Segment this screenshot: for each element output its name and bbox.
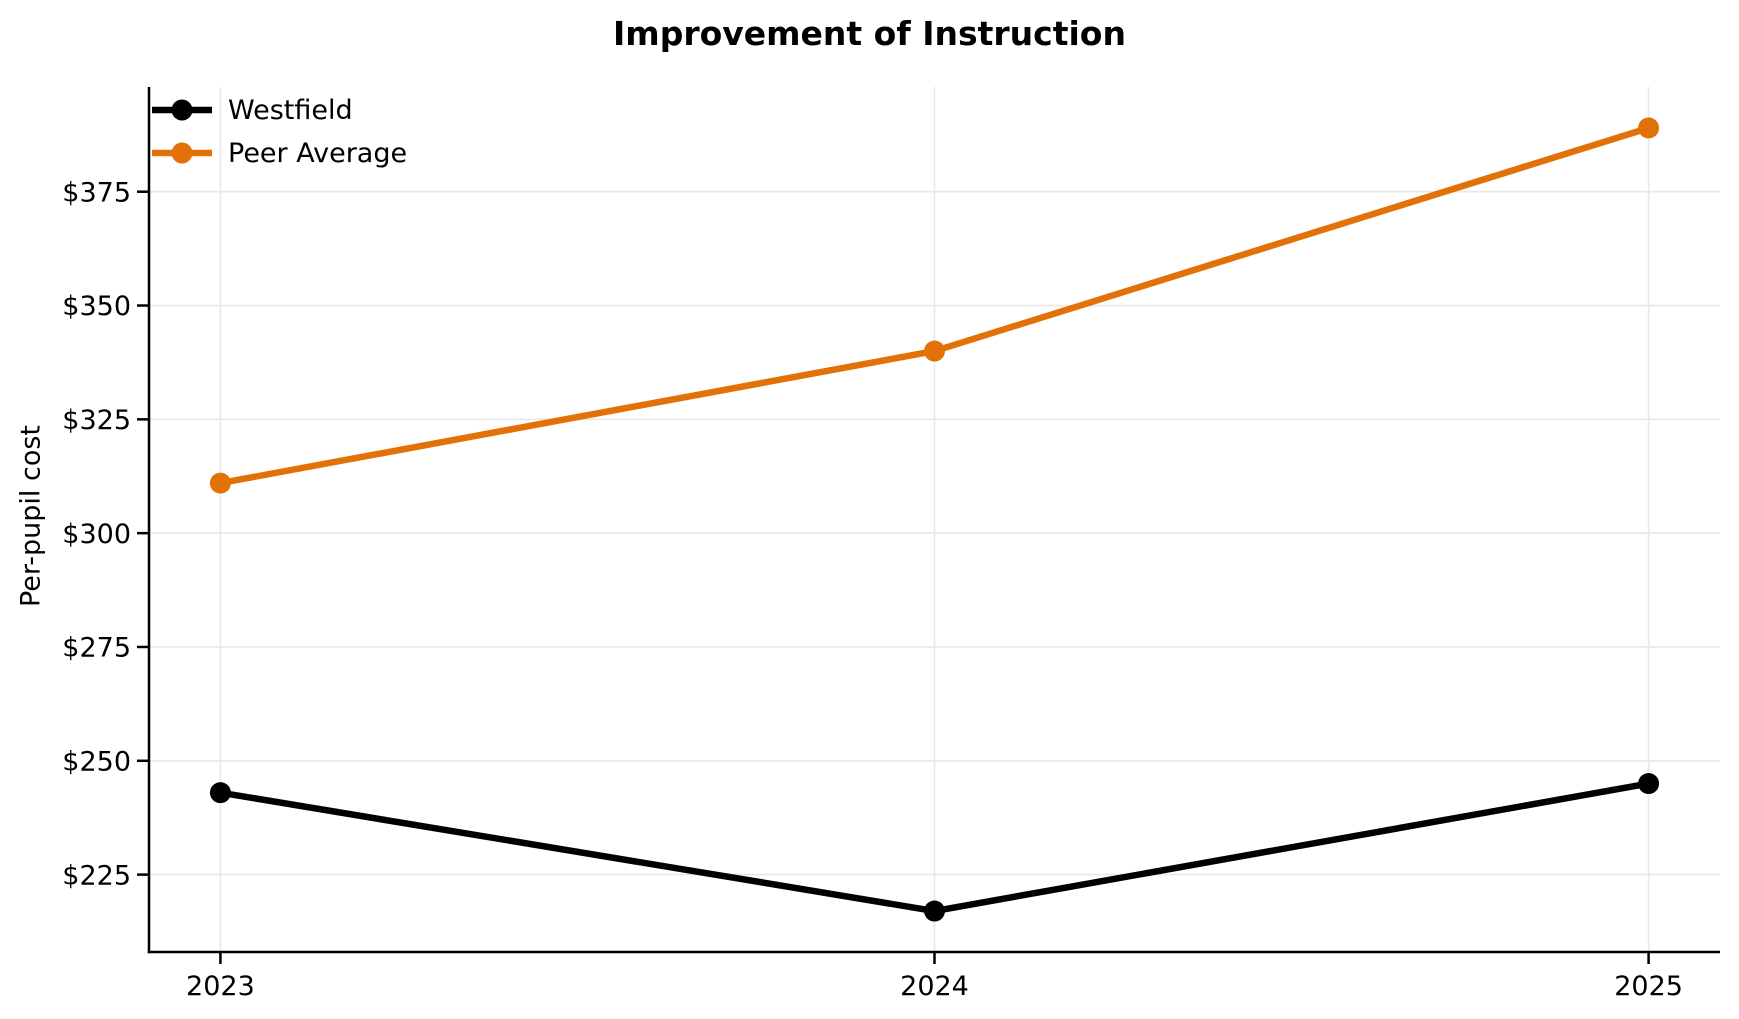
legend-item-peer-average: Peer Average <box>151 135 407 171</box>
data-point-westfield <box>924 900 945 922</box>
legend: Westfield Peer Average <box>151 92 407 171</box>
data-point-westfield <box>1638 773 1660 795</box>
data-point-peer-average <box>209 472 231 494</box>
y-tick-label: $275 <box>62 633 131 664</box>
data-point-westfield <box>209 782 231 804</box>
y-tick-label: $300 <box>62 519 131 550</box>
y-tick-label: $225 <box>62 860 131 891</box>
legend-line-icon <box>152 142 212 164</box>
x-tick-label: 2023 <box>186 971 255 1002</box>
y-tick-label: $350 <box>62 291 131 322</box>
y-tick-label: $375 <box>62 177 131 208</box>
legend-label: Peer Average <box>228 137 408 169</box>
chart-title: Improvement of Instruction <box>613 14 1126 53</box>
data-point-peer-average <box>924 340 945 362</box>
legend-item-westfield: Westfield <box>151 92 407 128</box>
x-tick-label: 2024 <box>900 971 969 1002</box>
data-point-peer-average <box>1638 117 1660 139</box>
y-tick-label: $250 <box>62 747 131 778</box>
x-tick-label: 2025 <box>1614 971 1683 1002</box>
legend-label: Westfield <box>228 94 353 126</box>
legend-line-icon <box>152 99 212 121</box>
y-tick-label: $325 <box>62 405 131 436</box>
